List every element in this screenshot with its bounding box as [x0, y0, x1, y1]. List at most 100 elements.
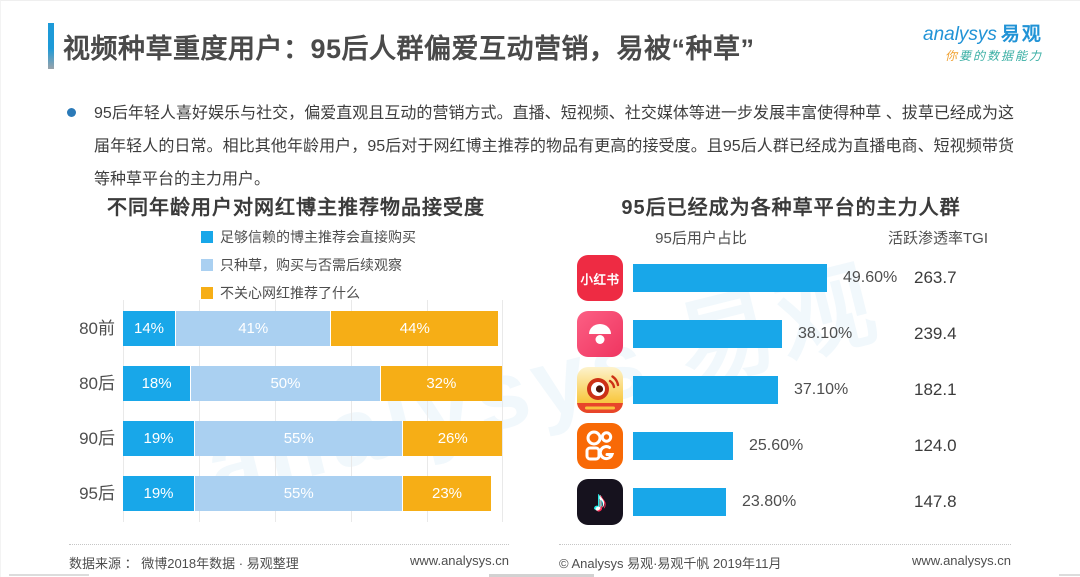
column-header-share: 95后用户占比 [655, 230, 747, 247]
tgi-value: 124.0 [914, 436, 957, 455]
platform-share-bar-chart: 95后已经成为各种草平台的主力人群 95后用户占比 活跃渗透率TGI 小红书 4… [556, 187, 1026, 539]
douyin-icon: ♪ [577, 479, 623, 525]
intro-text: 95后年轻人喜好娱乐与社交，偏爱直观且互动的营销方式。直播、短视频、社交媒体等进… [94, 105, 1014, 188]
segment-value: 19% [143, 485, 174, 502]
platform-row-mogujie: 38.10% 239.4 [556, 311, 1026, 357]
segment-direct-buy: 19% [123, 476, 195, 511]
segment-value: 23% [432, 485, 463, 502]
footer-left: 数据来源 ： 微博2018年数据 · 易观整理 www.analysys.cn [69, 544, 509, 572]
legend-item-direct-buy: 足够信赖的博主推荐会直接购买 [201, 227, 416, 247]
bar-wrap: 25.60% [633, 432, 803, 460]
bar-row-post90: 90后 19% 55% 26% [79, 421, 502, 456]
platform-row-douyin: ♪ 23.80% 147.8 [556, 479, 1026, 525]
segment-value: 55% [283, 485, 314, 502]
segment-dont-care: 23% [403, 476, 491, 511]
page-edge-artifact [9, 574, 89, 576]
bar-wrap: 38.10% [633, 320, 852, 348]
segment-value: 50% [270, 375, 301, 392]
analysys-logo: analysys 易观 你要的数据能力 [923, 24, 1053, 63]
segment-observe: 55% [195, 421, 404, 456]
segment-direct-buy: 14% [123, 311, 177, 346]
xiaohongshu-icon: 小红书 [577, 255, 623, 301]
platform-row-weibo: 37.10% 182.1 [556, 367, 1026, 413]
share-value: 25.60% [749, 437, 804, 454]
tgi-value: 263.7 [914, 268, 957, 287]
data-source-text: 数据来源 ： 微博2018年数据 · 易观整理 [69, 556, 299, 571]
legend-label: 只种草，购买与否需后续观察 [220, 257, 402, 273]
segment-dont-care: 32% [380, 366, 502, 401]
platform-row-kuaishou: 25.60% 124.0 [556, 423, 1026, 469]
bar-row-post80: 80后 18% 50% 32% [79, 366, 502, 401]
tgi-value: 182.1 [914, 380, 957, 399]
acceptance-stacked-bar-chart: 不同年龄用户对网红博主推荐物品接受度 足够信赖的博主推荐会直接购买 只种草，购买… [61, 187, 531, 537]
share-value: 38.10% [798, 325, 853, 342]
analysys-url: www.analysys.cn [912, 553, 1011, 568]
category-label: 90后 [79, 429, 115, 448]
page-edge-artifact [1059, 574, 1080, 576]
legend-label: 不关心网红推荐了什么 [220, 285, 360, 301]
analysys-logo-wordmark: analysys 易观 [923, 24, 1053, 46]
share-bar [633, 432, 733, 460]
segment-direct-buy: 19% [123, 421, 195, 456]
weibo-icon [577, 367, 623, 413]
right-chart-title: 95后已经成为各种草平台的主力人群 [621, 197, 961, 219]
logo-brand-en: analysys [923, 24, 997, 45]
xiaohongshu-icon-text: 小红书 [580, 272, 620, 287]
share-bar [633, 376, 778, 404]
title-accent-bar [48, 23, 54, 69]
page-title: 视频种草重度用户：95后人群偏爱互动营销，易被“种草” [63, 34, 755, 64]
segment-dont-care: 44% [331, 311, 499, 346]
bar-wrap: 49.60% [633, 264, 897, 292]
logo-brand-cn: 易观 [1000, 24, 1043, 45]
bar-wrap: 37.10% [633, 376, 848, 404]
kuaishou-icon [577, 423, 623, 469]
copyright-text: © Analysys 易观·易观千帆 2019年11月 [559, 556, 782, 571]
segment-value: 44% [399, 320, 430, 337]
segment-value: 18% [141, 375, 172, 392]
bar-wrap: 23.80% [633, 488, 796, 516]
page-edge-artifact [489, 574, 594, 577]
segment-value: 32% [426, 375, 457, 392]
footer-right: © Analysys 易观·易观千帆 2019年11月 www.analysys… [559, 544, 1011, 572]
legend-label: 足够信赖的博主推荐会直接购买 [220, 229, 416, 245]
legend-item-dont-care: 不关心网红推荐了什么 [201, 283, 416, 303]
left-chart-legend: 足够信赖的博主推荐会直接购买 只种草，购买与否需后续观察 不关心网红推荐了什么 [201, 227, 416, 311]
segment-value: 41% [238, 320, 269, 337]
camera-glyph [585, 430, 615, 461]
bar-row-pre80: 80前 14% 41% 44% [79, 311, 502, 346]
logo-tagline: 你要的数据能力 [923, 48, 1053, 63]
page-header: 视频种草重度用户：95后人群偏爱互动营销，易被“种草” analysys 易观 你… [1, 1, 1080, 81]
segment-value: 19% [143, 430, 174, 447]
legend-swatch-blue [201, 231, 213, 243]
share-bar [633, 320, 782, 348]
mushroom-glyph [589, 324, 611, 344]
tgi-value: 147.8 [914, 492, 957, 511]
left-chart-title: 不同年龄用户对网红博主推荐物品接受度 [107, 197, 485, 219]
left-chart-plot-area: 80前 14% 41% 44% 80后 18% 50% 32% 90后 19% … [79, 300, 503, 522]
bullet-dot-icon [67, 108, 76, 117]
intro-paragraph: 95后年轻人喜好娱乐与社交，偏爱直观且互动的营销方式。直播、短视频、社交媒体等进… [67, 97, 1017, 196]
share-bar [633, 488, 726, 516]
platform-row-xiaohongshu: 小红书 49.60% 263.7 [556, 255, 1026, 301]
share-value: 23.80% [742, 493, 797, 510]
legend-swatch-orange [201, 287, 213, 299]
legend-item-observe: 只种草，购买与否需后续观察 [201, 255, 416, 275]
segment-observe: 50% [191, 366, 381, 401]
weibo-eye-glyph [577, 375, 623, 413]
segment-value: 55% [283, 430, 314, 447]
column-header-tgi: 活跃渗透率TGI [888, 230, 988, 247]
bar-row-post95: 95后 19% 55% 23% [79, 476, 502, 511]
category-label: 80后 [79, 374, 115, 393]
mogujie-icon [577, 311, 623, 357]
segment-observe: 41% [176, 311, 332, 346]
logo-tagline-rest: 要的数据能力 [959, 48, 1044, 63]
segment-observe: 55% [195, 476, 404, 511]
category-label: 95后 [79, 484, 115, 503]
logo-tagline-lead: 你 [945, 48, 960, 63]
segment-direct-buy: 18% [123, 366, 192, 401]
share-bar [633, 264, 827, 292]
legend-swatch-lightblue [201, 259, 213, 271]
segment-value: 14% [134, 320, 165, 337]
music-note-glyph: ♪ [593, 486, 607, 517]
segment-value: 26% [437, 430, 468, 447]
